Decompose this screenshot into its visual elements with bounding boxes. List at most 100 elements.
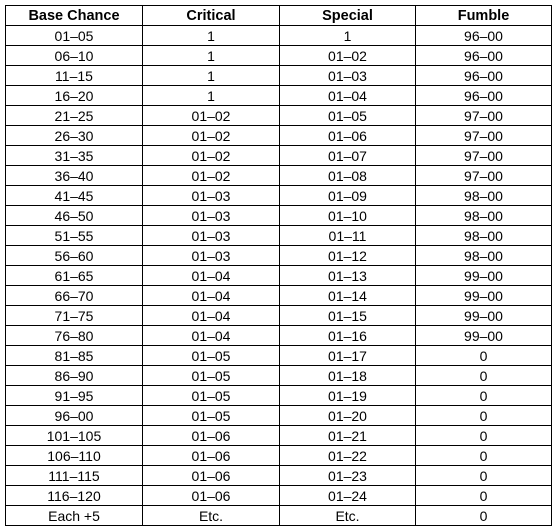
cell-fumble: 99–00 (415, 325, 552, 346)
cell-fumble: 96–00 (415, 25, 552, 46)
cell-special: 01–11 (279, 225, 416, 246)
cell-special: 01–10 (279, 205, 416, 226)
cell-base-chance: 71–75 (5, 305, 143, 326)
cell-special: 01–15 (279, 305, 416, 326)
cell-base-chance: 101–105 (5, 425, 143, 446)
cell-fumble: 96–00 (415, 85, 552, 106)
cell-special: 01–03 (279, 65, 416, 86)
cell-special: 01–12 (279, 245, 416, 266)
cell-base-chance: 06–10 (5, 45, 143, 66)
cell-critical: 01–02 (142, 125, 280, 146)
cell-fumble: 97–00 (415, 145, 552, 166)
cell-special: 01–07 (279, 145, 416, 166)
cell-base-chance: 51–55 (5, 225, 143, 246)
cell-critical: 01–04 (142, 265, 280, 286)
cell-fumble: 99–00 (415, 265, 552, 286)
cell-critical: 01–04 (142, 305, 280, 326)
cell-fumble: 98–00 (415, 245, 552, 266)
header-critical: Critical (142, 5, 280, 26)
cell-special: 01–17 (279, 345, 416, 366)
cell-special: 01–05 (279, 105, 416, 126)
cell-base-chance: 106–110 (5, 445, 143, 466)
cell-base-chance: 116–120 (5, 485, 143, 506)
cell-base-chance: 66–70 (5, 285, 143, 306)
table-row: 81–85 01–05 01–17 0 (5, 345, 552, 366)
cell-fumble: 98–00 (415, 225, 552, 246)
cell-critical: 01–03 (142, 205, 280, 226)
table-row: 11–15 1 01–03 96–00 (5, 65, 552, 86)
cell-base-chance: 61–65 (5, 265, 143, 286)
cell-critical: 1 (142, 25, 280, 46)
cell-base-chance: 76–80 (5, 325, 143, 346)
table-row: 41–45 01–03 01–09 98–00 (5, 185, 552, 206)
cell-critical: 01–05 (142, 345, 280, 366)
table-row: 21–25 01–02 01–05 97–00 (5, 105, 552, 126)
table-row: 51–55 01–03 01–11 98–00 (5, 225, 552, 246)
cell-special: 01–13 (279, 265, 416, 286)
cell-base-chance: Each +5 (5, 505, 143, 526)
cell-critical: 01–05 (142, 365, 280, 386)
cell-critical: 01–06 (142, 485, 280, 506)
table-row: 91–95 01–05 01–19 0 (5, 385, 552, 406)
cell-base-chance: 81–85 (5, 345, 143, 366)
table-row: 116–120 01–06 01–24 0 (5, 485, 552, 506)
cell-special: Etc. (279, 505, 416, 526)
table-row: 36–40 01–02 01–08 97–00 (5, 165, 552, 186)
table-row: 71–75 01–04 01–15 99–00 (5, 305, 552, 326)
chance-table: Base Chance Critical Special Fumble 01–0… (5, 5, 552, 526)
table-row: 16–20 1 01–04 96–00 (5, 85, 552, 106)
cell-critical: 01–03 (142, 225, 280, 246)
cell-critical: 01–03 (142, 245, 280, 266)
cell-fumble: 0 (415, 465, 552, 486)
cell-special: 01–22 (279, 445, 416, 466)
cell-special: 01–19 (279, 385, 416, 406)
table-row: 96–00 01–05 01–20 0 (5, 405, 552, 426)
cell-critical: 1 (142, 65, 280, 86)
cell-critical: 01–02 (142, 145, 280, 166)
cell-critical: 01–05 (142, 385, 280, 406)
cell-fumble: 0 (415, 485, 552, 506)
cell-critical: 01–04 (142, 285, 280, 306)
cell-critical: 01–06 (142, 465, 280, 486)
cell-fumble: 98–00 (415, 185, 552, 206)
cell-base-chance: 111–115 (5, 465, 143, 486)
table-row: 61–65 01–04 01–13 99–00 (5, 265, 552, 286)
table-row: 111–115 01–06 01–23 0 (5, 465, 552, 486)
cell-special: 01–16 (279, 325, 416, 346)
cell-fumble: 99–00 (415, 285, 552, 306)
cell-critical: 1 (142, 45, 280, 66)
cell-critical: Etc. (142, 505, 280, 526)
table-body: 01–05 1 1 96–00 06–10 1 01–02 96–00 11–15 1 01–03 9… (5, 25, 552, 526)
cell-fumble: 96–00 (415, 45, 552, 66)
cell-base-chance: 21–25 (5, 105, 143, 126)
cell-fumble: 0 (415, 405, 552, 426)
table-row: 66–70 01–04 01–14 99–00 (5, 285, 552, 306)
table-row: 56–60 01–03 01–12 98–00 (5, 245, 552, 266)
cell-base-chance: 16–20 (5, 85, 143, 106)
table-row: Each +5 Etc. Etc. 0 (5, 505, 552, 526)
cell-critical: 01–05 (142, 405, 280, 426)
table-header: Base Chance Critical Special Fumble (5, 5, 552, 26)
cell-special: 01–14 (279, 285, 416, 306)
header-special: Special (279, 5, 416, 26)
cell-fumble: 0 (415, 365, 552, 386)
cell-special: 01–02 (279, 45, 416, 66)
cell-special: 01–08 (279, 165, 416, 186)
cell-special: 01–09 (279, 185, 416, 206)
cell-special: 01–20 (279, 405, 416, 426)
cell-fumble: 97–00 (415, 125, 552, 146)
cell-base-chance: 11–15 (5, 65, 143, 86)
chance-table-container: Base Chance Critical Special Fumble 01–0… (5, 5, 552, 526)
cell-critical: 01–02 (142, 105, 280, 126)
cell-base-chance: 96–00 (5, 405, 143, 426)
cell-base-chance: 41–45 (5, 185, 143, 206)
table-row: 26–30 01–02 01–06 97–00 (5, 125, 552, 146)
cell-base-chance: 86–90 (5, 365, 143, 386)
cell-base-chance: 01–05 (5, 25, 143, 46)
cell-base-chance: 26–30 (5, 125, 143, 146)
cell-base-chance: 31–35 (5, 145, 143, 166)
cell-fumble: 0 (415, 385, 552, 406)
cell-special: 01–23 (279, 465, 416, 486)
table-row: 76–80 01–04 01–16 99–00 (5, 325, 552, 346)
cell-special: 01–04 (279, 85, 416, 106)
